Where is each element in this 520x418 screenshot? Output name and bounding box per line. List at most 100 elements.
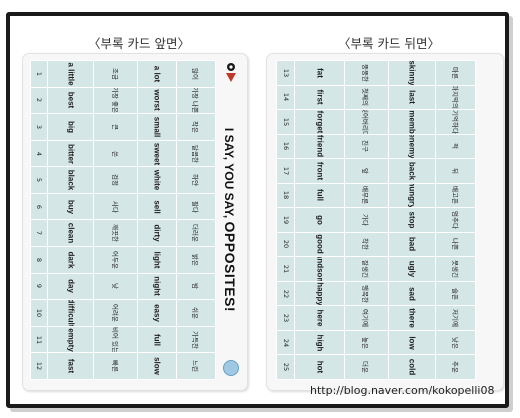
back-entry-row: 24 high 높은 low 낮은: [275, 329, 476, 356]
front-cell-text: best: [66, 92, 76, 109]
back-cell-text: forget: [315, 110, 325, 134]
front-cell-text: 어려운: [110, 304, 119, 322]
back-cell-word: go: [294, 207, 345, 233]
front-cell-opposite-korean: 작은: [176, 113, 216, 141]
front-cell-text: fast: [66, 359, 76, 374]
back-cell-number: 23: [275, 305, 296, 331]
back-cell-text: last: [407, 90, 417, 105]
back-cell-text: 22: [281, 289, 290, 298]
front-cell-korean: 큰: [93, 113, 139, 141]
front-cell-word: empty: [47, 325, 95, 354]
back-cell-word: friend: [294, 133, 345, 160]
back-cell-number: 21: [275, 256, 296, 282]
back-cell-opposite-korean: 추운: [435, 354, 476, 380]
front-cell-word: clean: [47, 219, 95, 248]
front-entry-row: 5 black 검정 white 하얀: [29, 166, 216, 194]
back-entry-row: 23 here 여기에 there 저기에: [275, 305, 476, 331]
watermark: http://blog.naver.com/kokopelli08: [310, 384, 495, 397]
front-cell-opposite-word: white: [137, 166, 178, 194]
back-cell-text: 14: [281, 93, 290, 102]
front-title-strip: I SAY, YOU SAY, OPPOSITES!: [218, 60, 242, 380]
front-cell-text: slow: [152, 357, 162, 376]
back-cell-number: 18: [275, 182, 296, 209]
back-cell-text: 배고픈: [450, 186, 459, 205]
back-cell-korean: 가다: [343, 207, 389, 233]
back-cell-text: friend: [315, 135, 325, 158]
back-cell-text: 행복한: [361, 284, 370, 303]
back-cell-opposite-korean: 멈추다: [435, 207, 476, 233]
back-cell-text: low: [407, 335, 417, 350]
front-cell-text: 4: [35, 151, 44, 156]
back-cell-text: 뚱뚱한: [361, 63, 370, 82]
front-cell-text: worst: [152, 89, 162, 112]
back-cell-number: 15: [275, 109, 296, 135]
front-cell-text: full: [152, 333, 162, 346]
front-entry-row: 6 buy 사다 sell 팔다: [29, 192, 216, 221]
back-cell-number: 24: [275, 329, 296, 356]
back-cell-text: first: [315, 89, 325, 105]
front-entry-row: 3 big 큰 small 작은: [29, 113, 216, 141]
back-cell-opposite-word: bad: [387, 231, 437, 258]
front-cell-text: 9: [35, 284, 44, 289]
front-cell-text: 조금: [110, 67, 119, 80]
front-cell-korean: 사다: [93, 192, 139, 221]
back-cell-text: hungry: [407, 183, 417, 208]
front-cell-korean: 낮: [93, 272, 139, 301]
back-cell-text: 23: [281, 313, 290, 323]
back-cell-opposite-korean: 나쁜: [435, 231, 476, 258]
back-entry-row: 20 good 착한 bad 나쁜: [275, 231, 476, 258]
back-cell-text: 18: [281, 191, 290, 200]
back-cell-text: 뒤: [450, 167, 459, 174]
front-cell-opposite-korean: 쉬운: [176, 299, 216, 327]
front-table: 1 a little 조금 a lot 많이 2 best 가장 좋은 worst 가장 나쁜 3 b…: [29, 60, 216, 380]
front-cell-number: 4: [29, 139, 49, 168]
front-cell-opposite-korean: 가장 나쁜: [176, 86, 216, 115]
back-entry-row: 14 first 첫째의 last 마지막의: [275, 84, 476, 111]
front-cell-korean: 가장 좋은: [93, 86, 139, 115]
back-cell-opposite-korean: 낮은: [435, 329, 476, 356]
front-cell-text: night: [152, 276, 162, 297]
back-cell-opposite-korean: 마지막의: [435, 84, 476, 111]
front-cell-number: 11: [29, 325, 49, 354]
back-cell-word: here: [294, 305, 345, 331]
front-cell-text: 하얀: [191, 174, 200, 187]
front-cell-number: 9: [29, 272, 49, 301]
back-cell-korean: 착한: [343, 231, 389, 258]
back-entry-row: 18 full 배부른 hungry 배고픈: [275, 182, 476, 209]
front-cell-text: 가득찬: [191, 330, 200, 349]
back-cell-opposite-word: remember: [387, 109, 437, 135]
back-cell-number: 19: [275, 207, 296, 233]
front-cell-text: white: [152, 169, 162, 191]
back-cell-text: 25: [281, 363, 290, 372]
back-cell-text: 21: [281, 264, 290, 274]
back-cell-text: 슬픈: [450, 287, 459, 300]
front-cell-opposite-korean: 가득찬: [176, 325, 216, 354]
back-cell-text: here: [315, 309, 325, 327]
front-cell-number: 3: [29, 113, 49, 141]
back-cell-text: 배부른: [361, 186, 370, 205]
front-cell-text: 6: [35, 204, 44, 209]
back-entry-row: 21 handsome 잘생긴 ugly 못생긴: [275, 256, 476, 282]
front-heading-text: I SAY, YOU SAY,: [222, 127, 236, 219]
front-cell-text: sweet: [152, 142, 162, 165]
front-cell-opposite-word: small: [137, 113, 178, 141]
back-cell-opposite-korean: 저기에: [435, 305, 476, 331]
back-cell-text: 멈추다: [450, 210, 459, 229]
back-entry-row: 13 fat 뚱뚱한 skinny 마른: [275, 60, 476, 86]
front-cell-opposite-korean: 하얀: [176, 166, 216, 194]
back-cell-number: 22: [275, 280, 296, 307]
back-cell-opposite-word: hungry: [387, 182, 437, 209]
front-cell-opposite-korean: 많이: [176, 60, 216, 88]
back-cell-text: 첫째의: [361, 88, 370, 107]
mascot-icon: [223, 360, 239, 376]
front-cell-text: a lot: [152, 65, 162, 83]
back-cell-text: there: [407, 308, 417, 328]
front-entry-row: 1 a little 조금 a lot 많이: [29, 60, 216, 88]
front-cell-text: 빠른: [110, 360, 119, 373]
front-cell-text: 가장 나쁜: [191, 87, 200, 114]
back-cell-text: 13: [281, 68, 290, 77]
front-cell-word: dark: [47, 246, 95, 274]
back-cell-text: 24: [281, 338, 290, 347]
back-entry-row: 16 friend 친구 enemy 적: [275, 133, 476, 160]
front-cell-text: 5: [35, 178, 44, 183]
